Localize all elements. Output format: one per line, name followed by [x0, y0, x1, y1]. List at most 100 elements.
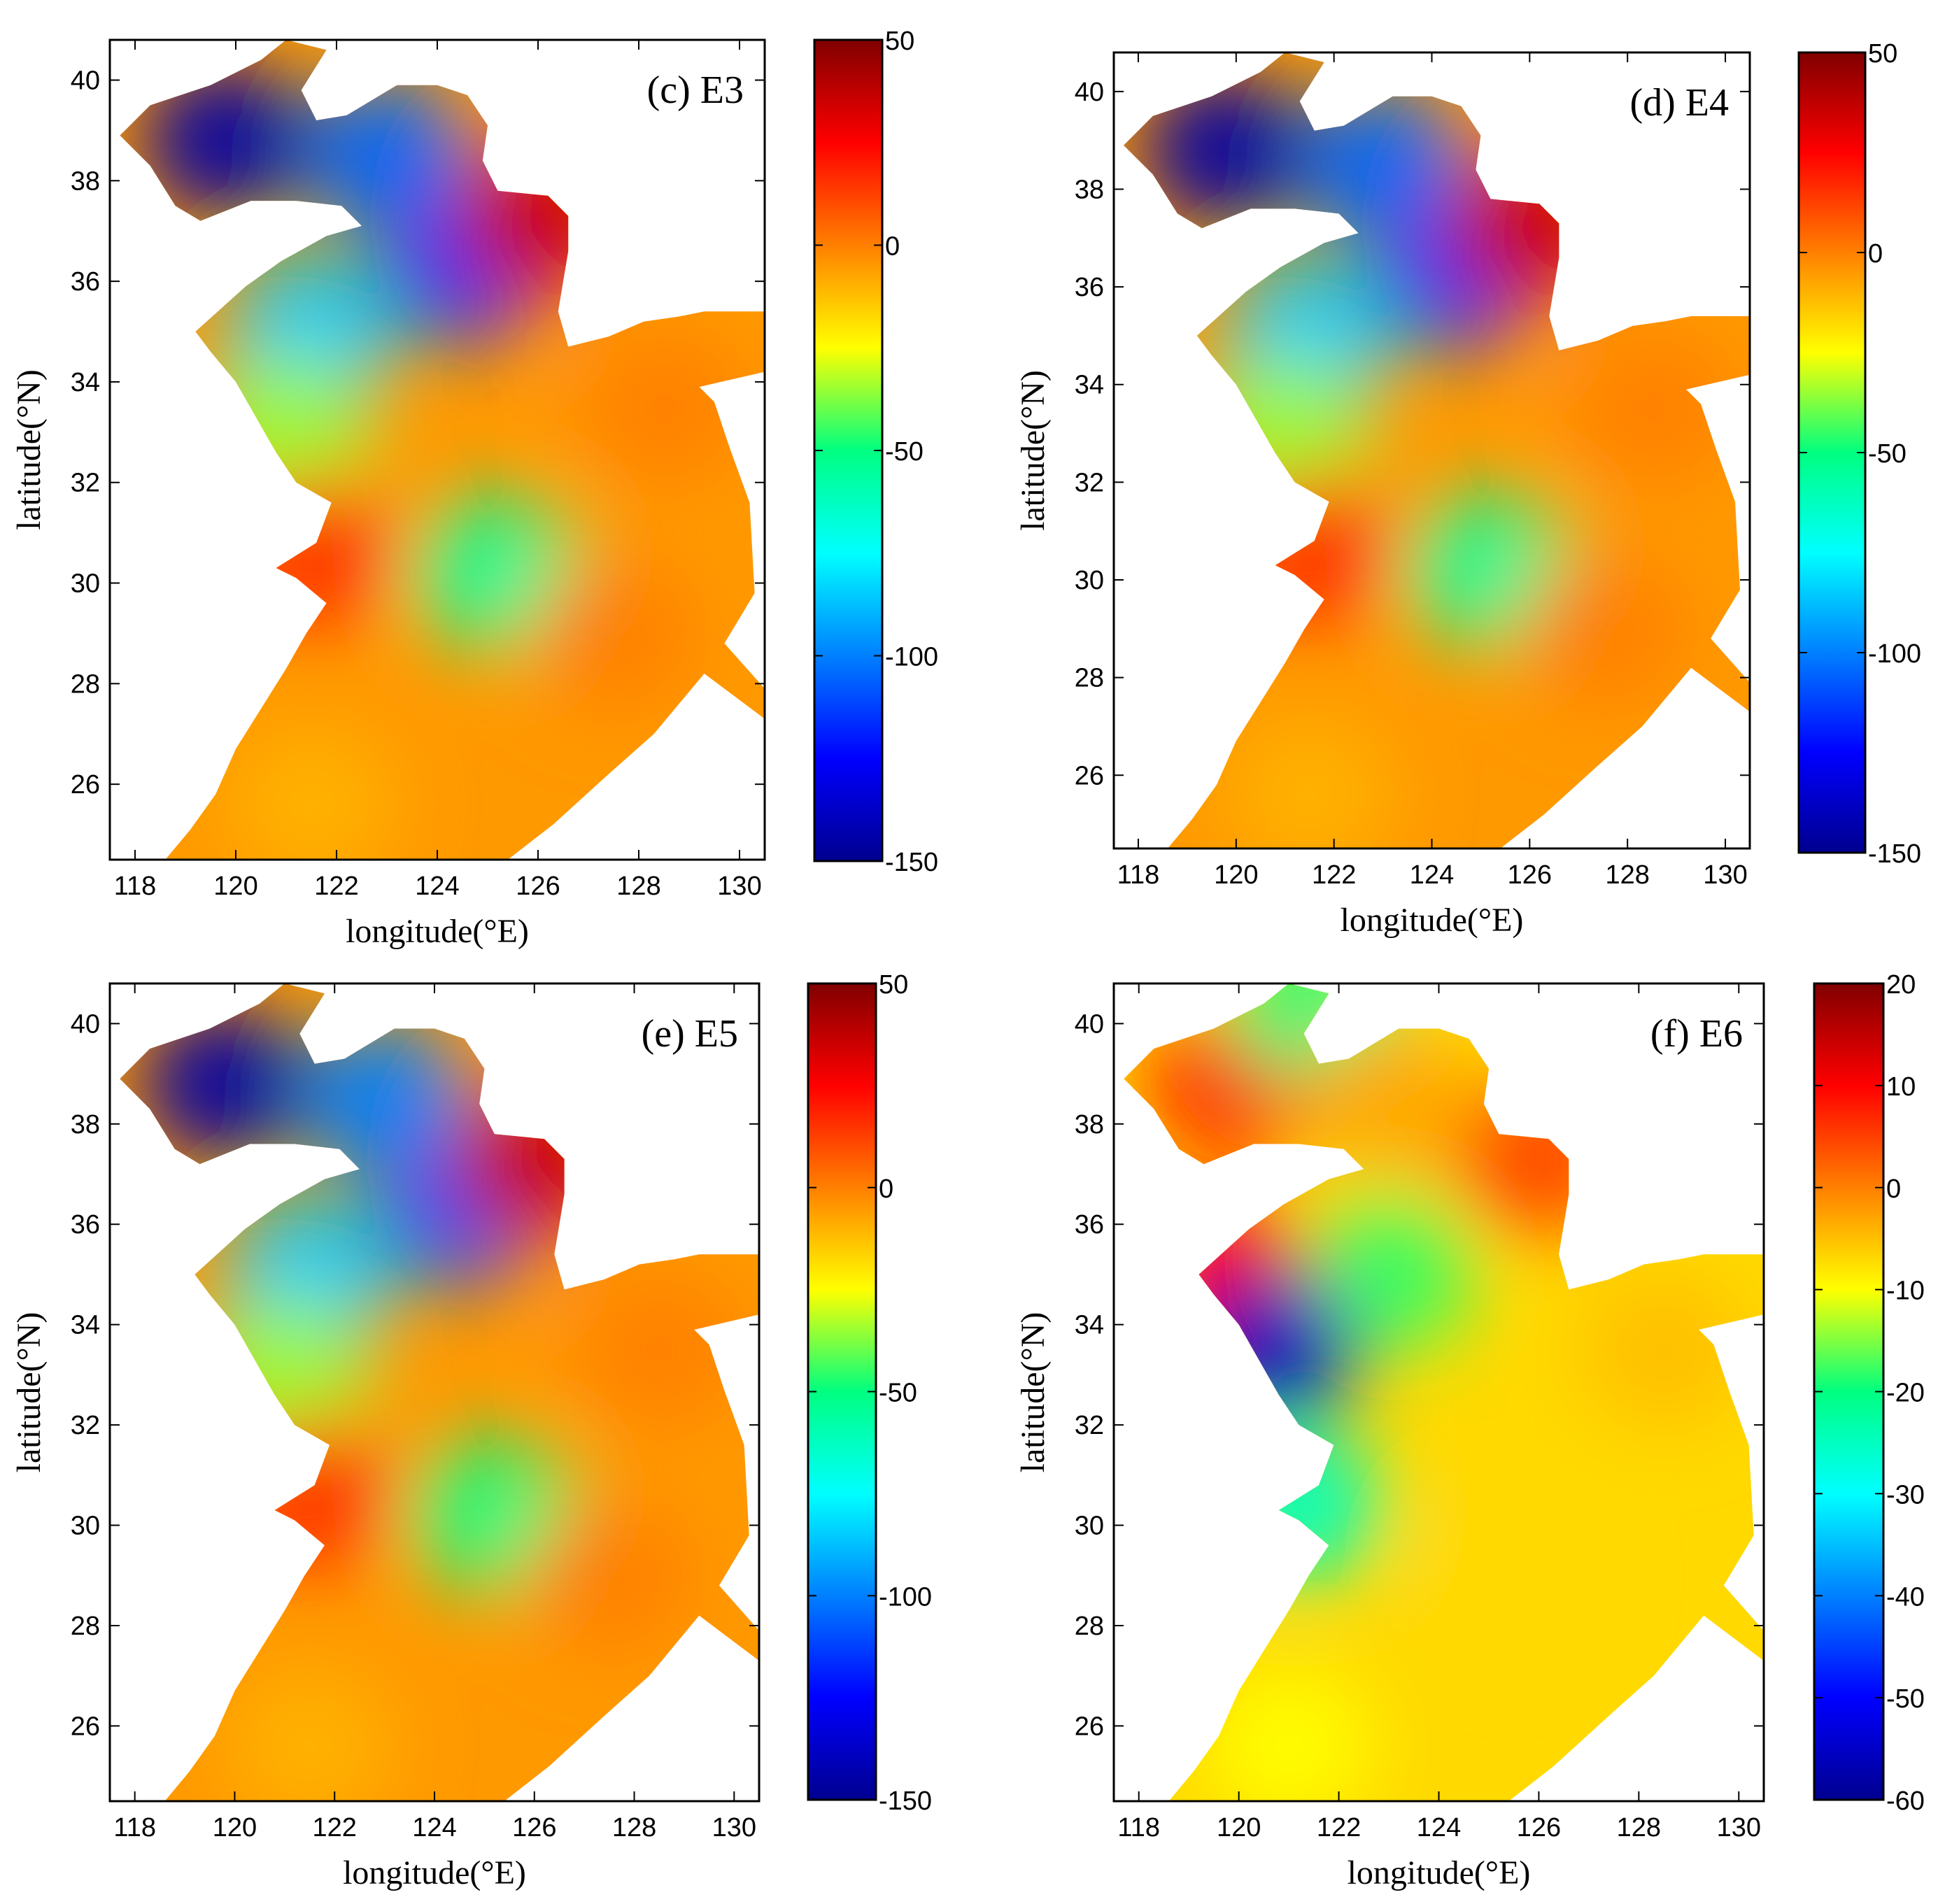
x-tick-label: 120	[1214, 860, 1258, 890]
y-axis-label: latitude(°N)	[1014, 1312, 1052, 1473]
x-tick-label: 118	[114, 872, 157, 901]
x-tick-label: 122	[1317, 1813, 1361, 1842]
y-tick-label: 40	[71, 66, 100, 96]
y-tick-label: 38	[1075, 1110, 1104, 1139]
colorbar-tick-label: -20	[1886, 1379, 1925, 1408]
x-axis-label: longitude(°E)	[346, 913, 529, 950]
x-axis-label: longitude(°E)	[1348, 1854, 1531, 1891]
y-tick-label: 38	[1075, 175, 1104, 204]
y-axis-label: latitude(°N)	[10, 1312, 48, 1473]
heatmap-field	[1124, 52, 1750, 848]
x-tick-label: 130	[1717, 1813, 1761, 1842]
panel-e: 118 120 122 124 126 128 130 26 28 30 32 34 36 38 40 lon…	[10, 970, 932, 1891]
x-tick-label: 122	[1312, 860, 1356, 890]
x-axis-label: longitude(°E)	[343, 1854, 526, 1891]
colorbar-tick-label: 0	[1868, 239, 1883, 269]
heatmap-feature	[1142, 73, 1310, 227]
colorbar-tick-label: -50	[1868, 439, 1907, 469]
x-tick-label: 126	[1508, 860, 1552, 890]
y-tick-label: 36	[71, 1210, 100, 1239]
x-tick-label: 130	[712, 1813, 756, 1842]
heatmap-feature	[1519, 551, 1688, 706]
y-tick-label: 32	[71, 469, 100, 498]
y-tick-label: 30	[71, 1512, 100, 1541]
y-tick-label: 36	[71, 267, 100, 297]
x-tick-label: 124	[1410, 860, 1454, 890]
colorbar-tick-label: -50	[885, 437, 924, 467]
panel-label: (e) E5	[642, 1012, 738, 1056]
y-axis-label: latitude(°N)	[1014, 370, 1052, 531]
x-tick-label: 126	[512, 1813, 556, 1842]
heatmap-feature	[141, 1007, 309, 1161]
x-tick-label: 122	[313, 1813, 357, 1842]
y-tick-label: 32	[1075, 468, 1104, 497]
heatmap-field	[120, 40, 765, 860]
x-tick-label: 120	[213, 872, 257, 901]
x-axis-label: longitude(°E)	[1341, 902, 1524, 939]
y-tick-label: 30	[1075, 1512, 1104, 1541]
y-tick-label: 28	[71, 669, 100, 699]
y-tick-label: 36	[1075, 273, 1104, 302]
heatmap-feature	[1429, 1498, 1598, 1653]
y-tick-label: 36	[1075, 1210, 1104, 1239]
x-tick-label: 118	[113, 1813, 156, 1842]
colorbar-tick-label: -50	[1886, 1684, 1925, 1714]
y-tick-label: 32	[71, 1411, 100, 1440]
heatmap-feature	[300, 1021, 469, 1176]
heatmap-feature	[1225, 718, 1394, 848]
x-tick-label: 124	[415, 872, 459, 901]
y-tick-label: 26	[71, 1712, 100, 1741]
x-tick-label: 128	[612, 1813, 656, 1842]
x-tick-label: 118	[1117, 860, 1160, 890]
colorbar-tick-label: -40	[1886, 1582, 1925, 1612]
colorbar-tick-label: 50	[885, 27, 914, 56]
panel-label: (c) E3	[647, 69, 744, 112]
colorbar-tick-label: -60	[1886, 1786, 1925, 1816]
x-tick-label: 124	[412, 1813, 456, 1842]
colorbar	[813, 38, 884, 862]
heatmap-feature	[303, 78, 471, 233]
x-tick-label: 126	[516, 872, 560, 901]
x-tick-label: 118	[1117, 1813, 1160, 1842]
heatmap-field	[120, 983, 759, 1801]
panel-label: (d) E4	[1629, 81, 1729, 125]
colorbar-tick-label: -100	[1868, 639, 1921, 669]
panel-d: 118 120 122 124 126 128 130 26 28 30 32 34 36 38 40 lon…	[1014, 39, 1921, 939]
colorbar-tick-label: 0	[885, 232, 900, 262]
x-tick-label: 120	[1217, 1813, 1261, 1842]
x-tick-label: 124	[1417, 1813, 1461, 1842]
colorbar-tick-label: -150	[879, 1786, 932, 1816]
y-tick-label: 28	[1075, 664, 1104, 693]
y-tick-label: 26	[1075, 1712, 1104, 1741]
colorbar-tick-label: 20	[1886, 970, 1916, 1000]
colorbar-tick-label: -100	[879, 1582, 932, 1612]
y-tick-label: 28	[1075, 1612, 1104, 1641]
y-axis-label: latitude(°N)	[10, 369, 48, 530]
colorbar-tick-label: -150	[1868, 839, 1921, 869]
x-tick-label: 120	[213, 1813, 257, 1842]
y-tick-label: 28	[71, 1612, 100, 1641]
heatmap-feature	[580, 329, 748, 484]
colorbar-tick-label: -100	[885, 643, 938, 672]
heatmap-feature	[227, 727, 395, 860]
heatmap-feature	[225, 1669, 394, 1801]
heatmap-feature	[575, 1272, 744, 1427]
x-tick-label: 126	[1517, 1813, 1561, 1842]
y-tick-label: 40	[1075, 1009, 1104, 1039]
y-tick-label: 26	[71, 770, 100, 800]
colorbar-tick-label: 0	[879, 1174, 893, 1204]
x-tick-label: 128	[616, 872, 660, 901]
y-tick-label: 34	[71, 1311, 100, 1340]
colorbar-tick-label: 50	[879, 970, 908, 1000]
y-tick-label: 34	[1075, 1311, 1104, 1340]
y-tick-label: 40	[1075, 78, 1104, 107]
heatmap-feature	[530, 556, 698, 711]
colorbar-tick-label: -30	[1886, 1480, 1925, 1509]
colorbar-tick-label: -10	[1886, 1277, 1925, 1306]
x-tick-label: 130	[717, 872, 761, 901]
y-tick-label: 30	[1075, 566, 1104, 595]
colorbar	[1797, 51, 1867, 854]
y-tick-label: 26	[1075, 761, 1104, 790]
heatmap-feature	[141, 63, 310, 218]
